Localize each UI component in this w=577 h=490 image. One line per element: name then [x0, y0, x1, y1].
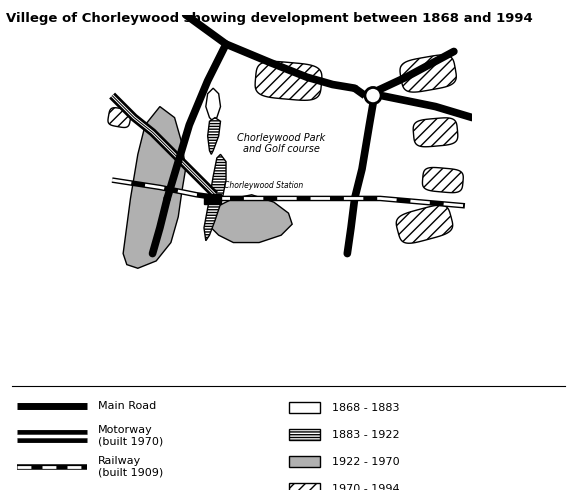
Polygon shape	[206, 88, 220, 122]
Bar	[288, 402, 320, 413]
Polygon shape	[413, 118, 458, 147]
Bar	[204, 194, 220, 204]
Text: Railway
(built 1909): Railway (built 1909)	[98, 456, 163, 478]
Polygon shape	[208, 118, 220, 154]
Text: 1868 - 1883: 1868 - 1883	[332, 403, 399, 413]
Text: 1922 - 1970: 1922 - 1970	[332, 457, 399, 466]
Polygon shape	[211, 195, 292, 243]
Bar	[288, 429, 320, 440]
Bar	[288, 483, 320, 490]
Text: 1883 - 1922: 1883 - 1922	[332, 430, 399, 440]
Circle shape	[365, 88, 381, 103]
Polygon shape	[255, 61, 322, 100]
Text: Main Road: Main Road	[98, 401, 156, 412]
Text: 1970 - 1994: 1970 - 1994	[332, 484, 399, 490]
Polygon shape	[422, 168, 463, 193]
Text: Motorway
(built 1970): Motorway (built 1970)	[98, 425, 163, 447]
Text: Chorleywood Park
and Golf course: Chorleywood Park and Golf course	[237, 132, 325, 154]
Text: Villege of Chorleywood showing development between 1868 and 1994: Villege of Chorleywood showing developme…	[6, 12, 533, 25]
Text: Chorleywood Station: Chorleywood Station	[224, 181, 304, 190]
Polygon shape	[400, 55, 456, 92]
Polygon shape	[204, 154, 226, 241]
Polygon shape	[396, 205, 453, 243]
Polygon shape	[123, 106, 186, 269]
Polygon shape	[108, 108, 131, 127]
Bar	[288, 456, 320, 467]
